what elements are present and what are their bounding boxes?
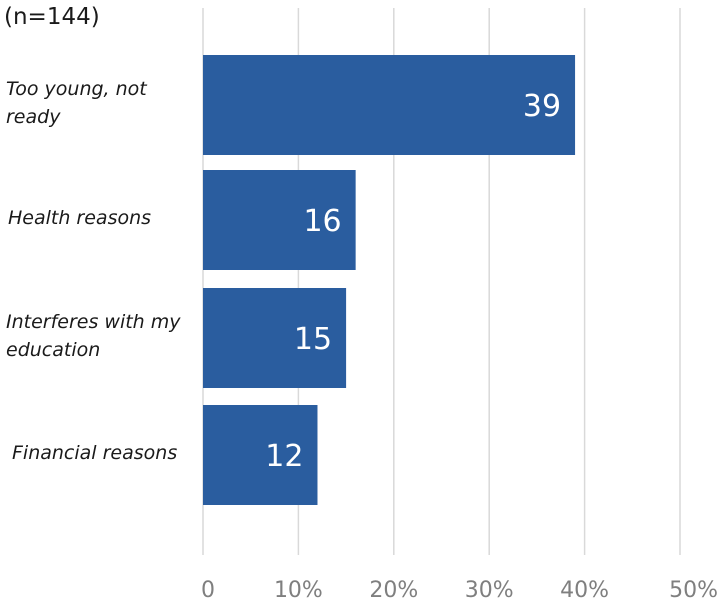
- category-label-2: Health reasons: [8, 207, 152, 229]
- x-tick-label-10: 10%: [274, 578, 323, 603]
- x-tick-label-0: 0: [201, 578, 215, 603]
- data-label-1: 39: [523, 89, 561, 124]
- x-tick-label-30: 30%: [465, 578, 514, 603]
- category-label-1: Too young, not ready: [6, 78, 147, 128]
- bars: 39 16 15 12: [203, 55, 576, 505]
- sample-size-label: (n=144): [4, 4, 100, 30]
- bar-1: [203, 55, 576, 155]
- data-label-3: 15: [294, 322, 332, 357]
- category-label-4: Financial reasons: [12, 442, 178, 464]
- x-tick-label-50: 50%: [669, 578, 718, 603]
- data-label-4: 12: [265, 439, 303, 474]
- bar-2: [203, 170, 356, 270]
- category-label-3: Interferes with my education: [6, 311, 181, 361]
- x-tick-label-40: 40%: [560, 578, 609, 603]
- data-label-2: 16: [303, 204, 341, 239]
- bar-3: [203, 288, 347, 388]
- bar-4: [203, 405, 318, 505]
- x-tick-label-20: 20%: [369, 578, 418, 603]
- x-axis-ticks: 0 10% 20% 30% 40% 50%: [201, 578, 718, 603]
